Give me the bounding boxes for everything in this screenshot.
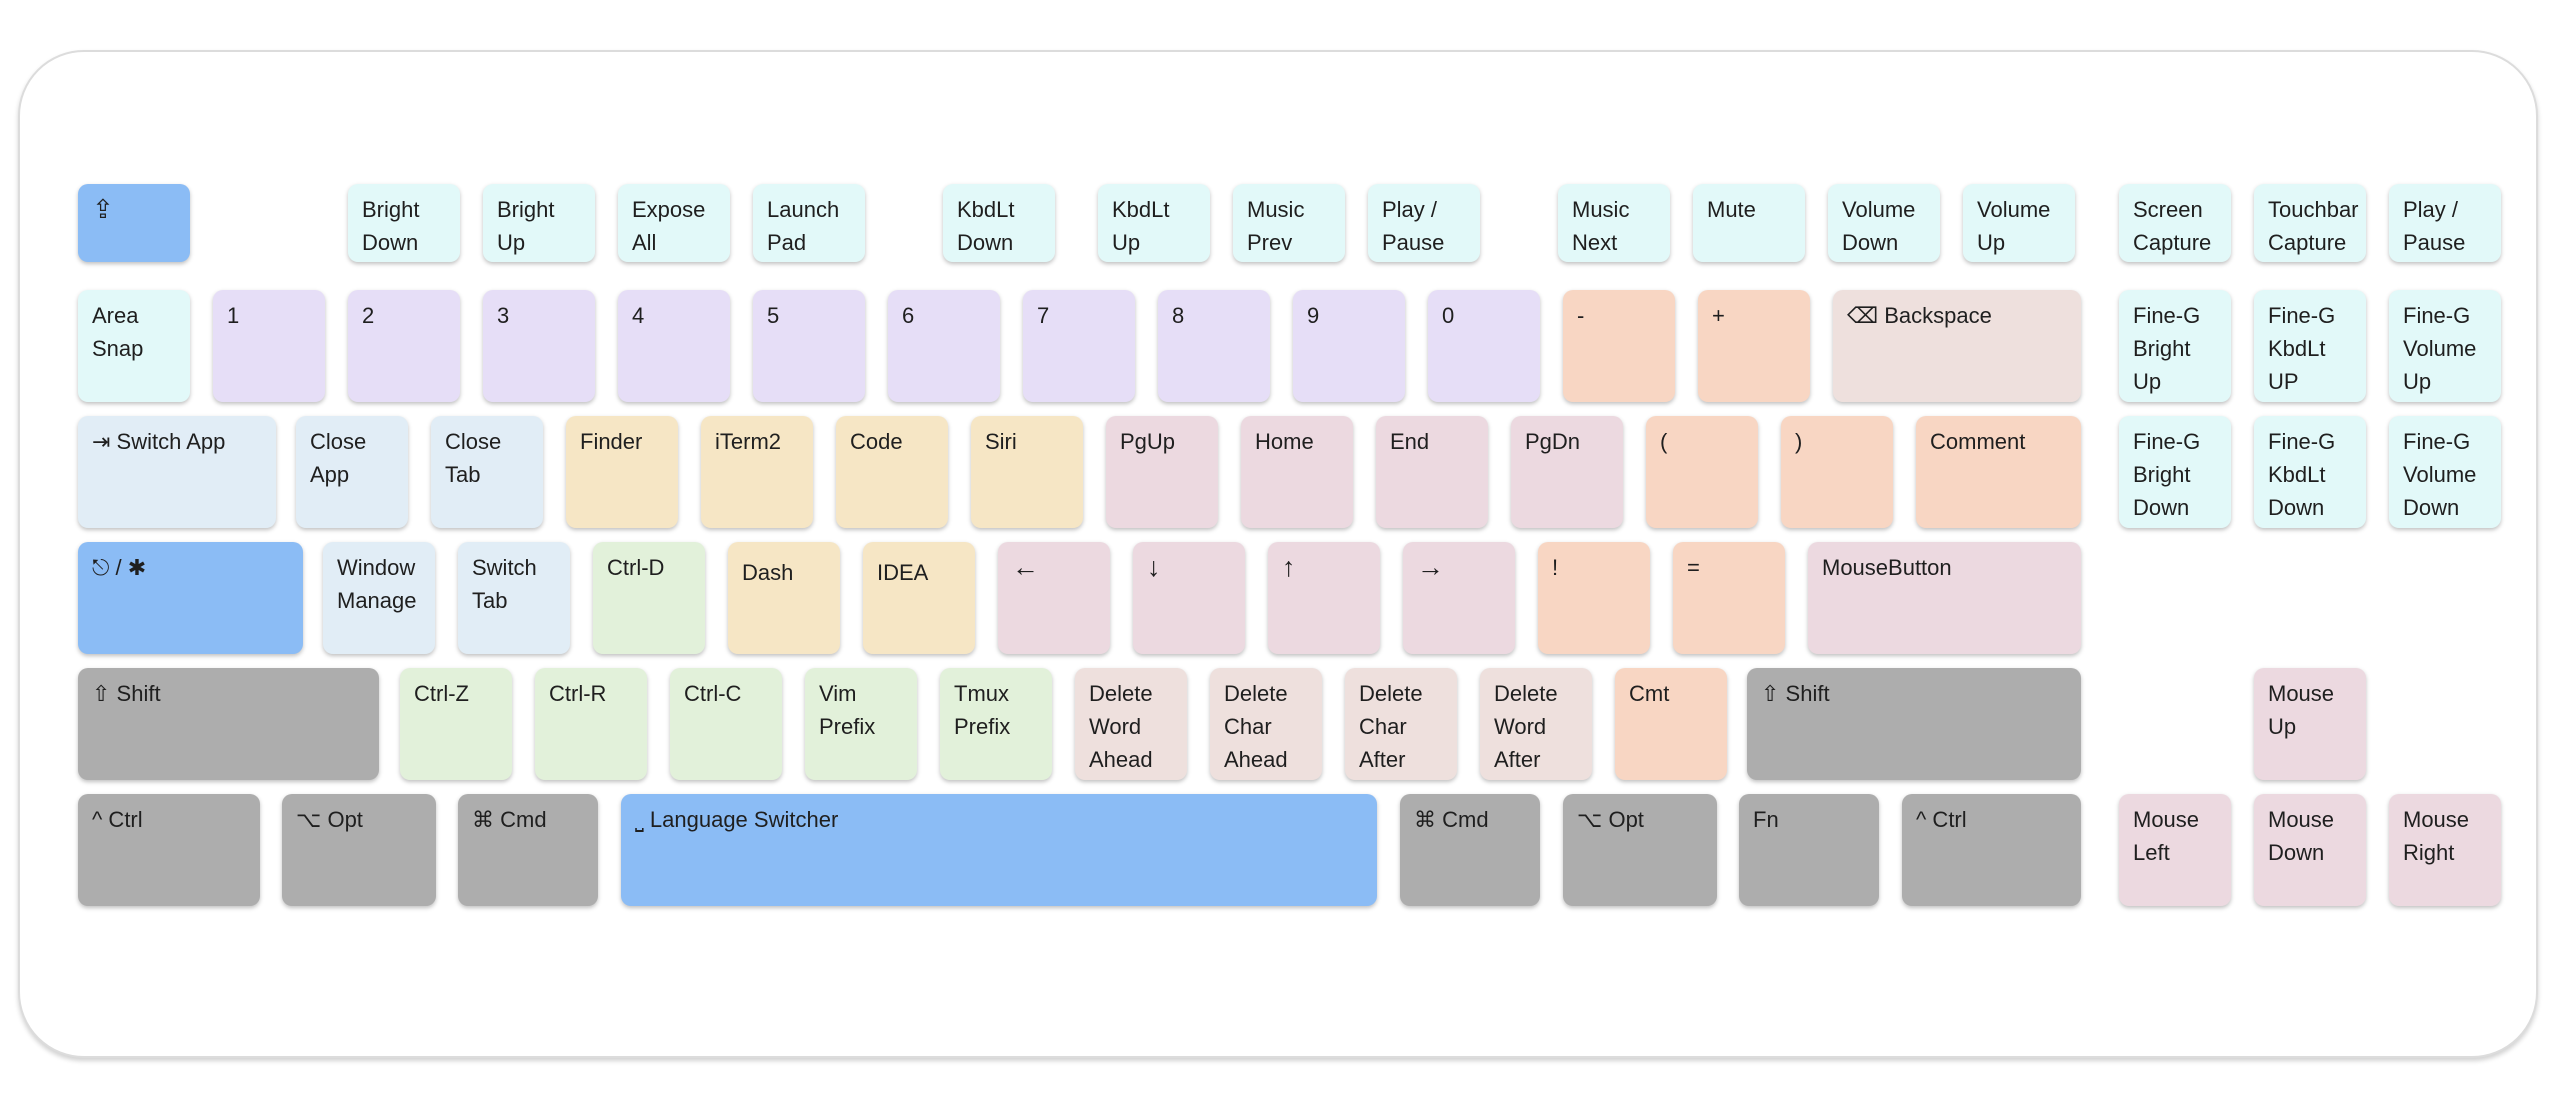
touchbar-capture-key[interactable]: Touchbar Capture [2254, 184, 2366, 262]
fine-bright-down-key[interactable]: Fine-G Bright Down [2119, 416, 2231, 528]
fine-volume-down-key[interactable]: Fine-G Volume Down [2389, 416, 2501, 528]
window-manage-key[interactable]: Window Manage [323, 542, 435, 654]
close-tab-key[interactable]: Close Tab [431, 416, 543, 528]
ctrl-z-key[interactable]: Ctrl-Z [400, 668, 512, 780]
right-ctrl-key[interactable]: ^ Ctrl [1902, 794, 2081, 906]
mouse-up-key[interactable]: Mouse Up [2254, 668, 2366, 780]
mouse-left-key[interactable]: Mouse Left [2119, 794, 2231, 906]
delete-word-ahead-key[interactable]: Delete Word Ahead [1075, 668, 1187, 780]
volume-down-key[interactable]: Volume Down [1828, 184, 1940, 262]
plus-key[interactable]: + [1698, 290, 1810, 402]
keyboard-layout: ⇪ Bright Down Bright Up Expose All Launc… [18, 50, 2538, 1058]
arrow-left-key[interactable]: ← [998, 542, 1110, 654]
left-cmd-key[interactable]: ⌘ Cmd [458, 794, 598, 906]
switch-app-key[interactable]: ⇥ Switch App [78, 416, 276, 528]
home-key[interactable]: Home [1241, 416, 1353, 528]
key-5[interactable]: 5 [753, 290, 865, 402]
mouse-down-key[interactable]: Mouse Down [2254, 794, 2366, 906]
close-paren-key[interactable]: ) [1781, 416, 1893, 528]
delete-char-after-key[interactable]: Delete Char After [1345, 668, 1457, 780]
fn-toggle-key[interactable]: ⇪ [78, 184, 190, 262]
key-4[interactable]: 4 [618, 290, 730, 402]
key-1[interactable]: 1 [213, 290, 325, 402]
exclaim-key[interactable]: ! [1538, 542, 1650, 654]
comment-key[interactable]: Comment [1916, 416, 2081, 528]
vim-prefix-key[interactable]: Vim Prefix [805, 668, 917, 780]
music-prev-key[interactable]: Music Prev [1233, 184, 1345, 262]
pgup-key[interactable]: PgUp [1106, 416, 1218, 528]
backspace-key[interactable]: ⌫ Backspace [1833, 290, 2081, 402]
play-pause-key-right[interactable]: Play / Pause [2389, 184, 2501, 262]
key-0[interactable]: 0 [1428, 290, 1540, 402]
tmux-prefix-key[interactable]: Tmux Prefix [940, 668, 1052, 780]
fine-kbdlt-down-key[interactable]: Fine-G KbdLt Down [2254, 416, 2366, 528]
music-next-key[interactable]: Music Next [1558, 184, 1670, 262]
dash-key[interactable]: Dash [728, 542, 840, 654]
iterm2-key[interactable]: iTerm2 [701, 416, 813, 528]
idea-key[interactable]: IDEA [863, 542, 975, 654]
fn-key[interactable]: Fn [1739, 794, 1879, 906]
fine-kbdlt-up-key[interactable]: Fine-G KbdLt UP [2254, 290, 2366, 402]
left-ctrl-key[interactable]: ^ Ctrl [78, 794, 260, 906]
open-paren-key[interactable]: ( [1646, 416, 1758, 528]
language-switcher-key[interactable]: ⎵ Language Switcher [621, 794, 1377, 906]
kbdlt-up-key[interactable]: KbdLt Up [1098, 184, 1210, 262]
equals-key[interactable]: = [1673, 542, 1785, 654]
pgdn-key[interactable]: PgDn [1511, 416, 1623, 528]
expose-all-key[interactable]: Expose All [618, 184, 730, 262]
left-opt-key[interactable]: ⌥ Opt [282, 794, 436, 906]
mouse-button-key[interactable]: MouseButton [1808, 542, 2081, 654]
fine-volume-up-key[interactable]: Fine-G Volume Up [2389, 290, 2501, 402]
arrow-up-key[interactable]: ↑ [1268, 542, 1380, 654]
arrow-down-key[interactable]: ↓ [1133, 542, 1245, 654]
fine-bright-up-key[interactable]: Fine-G Bright Up [2119, 290, 2231, 402]
key-3[interactable]: 3 [483, 290, 595, 402]
volume-up-key[interactable]: Volume Up [1963, 184, 2075, 262]
mouse-right-key[interactable]: Mouse Right [2389, 794, 2501, 906]
hyper-key[interactable]: ⎋ / ✱ [78, 542, 303, 654]
play-pause-key[interactable]: Play / Pause [1368, 184, 1480, 262]
kbdlt-down-key[interactable]: KbdLt Down [943, 184, 1055, 262]
area-snap-key[interactable]: Area Snap [78, 290, 190, 402]
key-2[interactable]: 2 [348, 290, 460, 402]
siri-key[interactable]: Siri [971, 416, 1083, 528]
key-6[interactable]: 6 [888, 290, 1000, 402]
cmt-key[interactable]: Cmt [1615, 668, 1727, 780]
key-7[interactable]: 7 [1023, 290, 1135, 402]
end-key[interactable]: End [1376, 416, 1488, 528]
bright-up-key[interactable]: Bright Up [483, 184, 595, 262]
key-9[interactable]: 9 [1293, 290, 1405, 402]
launch-pad-key[interactable]: Launch Pad [753, 184, 865, 262]
right-cmd-key[interactable]: ⌘ Cmd [1400, 794, 1540, 906]
arrow-right-key[interactable]: → [1403, 542, 1515, 654]
code-key[interactable]: Code [836, 416, 948, 528]
delete-char-ahead-key[interactable]: Delete Char Ahead [1210, 668, 1322, 780]
right-opt-key[interactable]: ⌥ Opt [1563, 794, 1717, 906]
minus-key[interactable]: - [1563, 290, 1675, 402]
ctrl-d-key[interactable]: Ctrl-D [593, 542, 705, 654]
close-app-key[interactable]: Close App [296, 416, 408, 528]
left-shift-key[interactable]: ⇧ Shift [78, 668, 379, 780]
ctrl-c-key[interactable]: Ctrl-C [670, 668, 782, 780]
finder-key[interactable]: Finder [566, 416, 678, 528]
mute-key[interactable]: Mute [1693, 184, 1805, 262]
key-8[interactable]: 8 [1158, 290, 1270, 402]
screen-capture-key[interactable]: Screen Capture [2119, 184, 2231, 262]
switch-tab-key[interactable]: Switch Tab [458, 542, 570, 654]
ctrl-r-key[interactable]: Ctrl-R [535, 668, 647, 780]
delete-word-after-key[interactable]: Delete Word After [1480, 668, 1592, 780]
bright-down-key[interactable]: Bright Down [348, 184, 460, 262]
right-shift-key[interactable]: ⇧ Shift [1747, 668, 2081, 780]
